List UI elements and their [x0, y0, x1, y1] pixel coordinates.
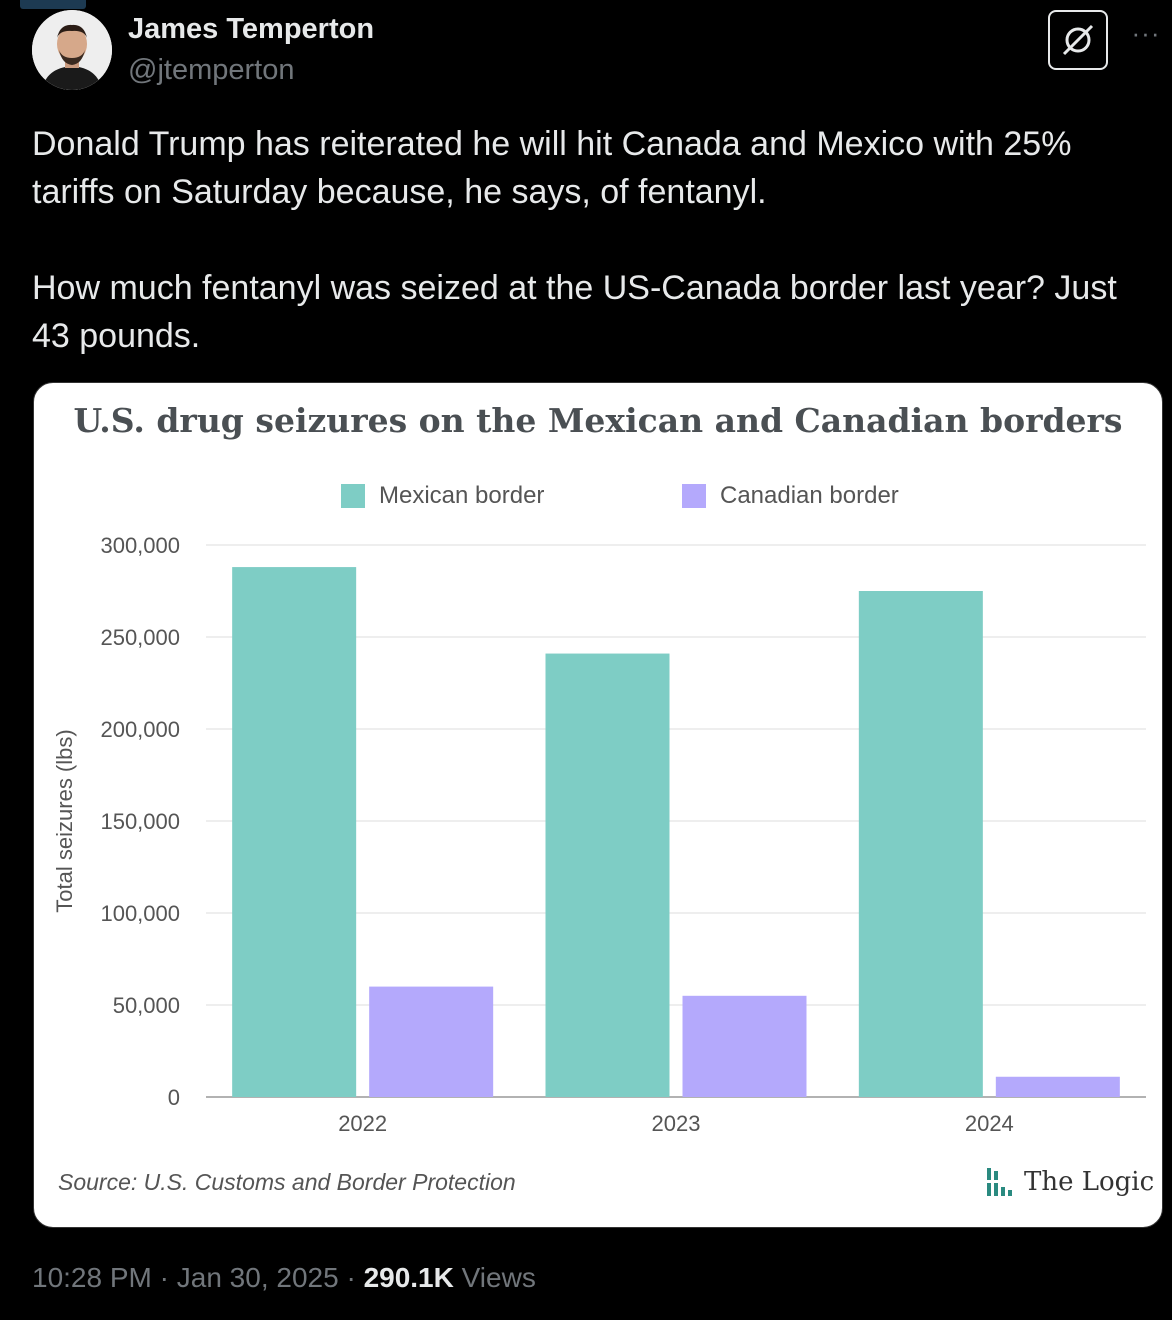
- chart-title: U.S. drug seizures on the Mexican and Ca…: [73, 401, 1123, 440]
- x-tick-label: 2024: [965, 1111, 1014, 1136]
- y-tick-label: 100,000: [100, 901, 180, 926]
- brand: The Logic: [986, 1167, 1154, 1197]
- bar-chart: 0 50,000 100,000 150,000 200,000 250,000 300,0…: [52, 533, 1146, 1136]
- back-tab[interactable]: [20, 0, 86, 9]
- y-axis-label: Total seizures (lbs): [52, 729, 77, 912]
- bar-mexican-2023: [545, 653, 670, 1097]
- views-label: Views: [461, 1262, 536, 1293]
- views-count: 290.1K: [363, 1262, 454, 1293]
- grok-button[interactable]: [1048, 10, 1108, 70]
- more-icon: ···: [1131, 18, 1161, 48]
- y-tick-label: 50,000: [113, 993, 180, 1018]
- y-tick-label: 150,000: [100, 809, 180, 834]
- bar-logo-icon: [987, 1168, 1012, 1196]
- meta-separator: ·: [159, 1262, 169, 1293]
- bar-canadian-2022: [369, 986, 494, 1097]
- meta-separator: ·: [346, 1262, 356, 1293]
- grok-icon: [1062, 24, 1094, 56]
- bar-canadian-2023: [682, 995, 807, 1097]
- tweet-time[interactable]: 10:28 PM: [32, 1262, 152, 1293]
- x-tick-label: 2023: [652, 1111, 701, 1136]
- chart-image-card[interactable]: U.S. drug seizures on the Mexican and Ca…: [33, 382, 1163, 1228]
- more-button[interactable]: ···: [1128, 18, 1164, 48]
- bar-canadian-2024: [995, 1076, 1120, 1097]
- y-tick-label: 250,000: [100, 625, 180, 650]
- tweet-text: Donald Trump has reiterated he will hit …: [32, 120, 1157, 360]
- bar-mexican-2022: [232, 567, 357, 1097]
- author-handle[interactable]: @jtemperton: [128, 54, 295, 86]
- legend-label-canadian: Canadian border: [720, 482, 899, 509]
- tweet-paragraph: How much fentanyl was seized at the US-C…: [32, 269, 1117, 355]
- tweet-meta: 10:28 PM · Jan 30, 2025 · 290.1K Views: [32, 1262, 536, 1294]
- bar-mexican-2024: [858, 591, 983, 1097]
- tweet-date[interactable]: Jan 30, 2025: [176, 1262, 339, 1293]
- legend-swatch-mexican: [341, 484, 365, 508]
- legend-swatch-canadian: [682, 484, 706, 508]
- y-tick-label: 200,000: [100, 717, 180, 742]
- author-name[interactable]: James Temperton: [128, 13, 375, 45]
- x-tick-label: 2022: [338, 1111, 387, 1136]
- y-tick-label: 300,000: [100, 533, 180, 558]
- avatar[interactable]: [32, 10, 112, 90]
- y-tick-label: 0: [168, 1085, 180, 1110]
- tweet-paragraph: Donald Trump has reiterated he will hit …: [32, 125, 1072, 211]
- legend-label-mexican: Mexican border: [379, 482, 545, 509]
- legend-item-mexican: Mexican border: [341, 481, 544, 511]
- legend-item-canadian: Canadian border: [682, 481, 899, 511]
- brand-name: The Logic: [1024, 1167, 1155, 1197]
- source-note: Source: U.S. Customs and Border Protecti…: [58, 1169, 516, 1195]
